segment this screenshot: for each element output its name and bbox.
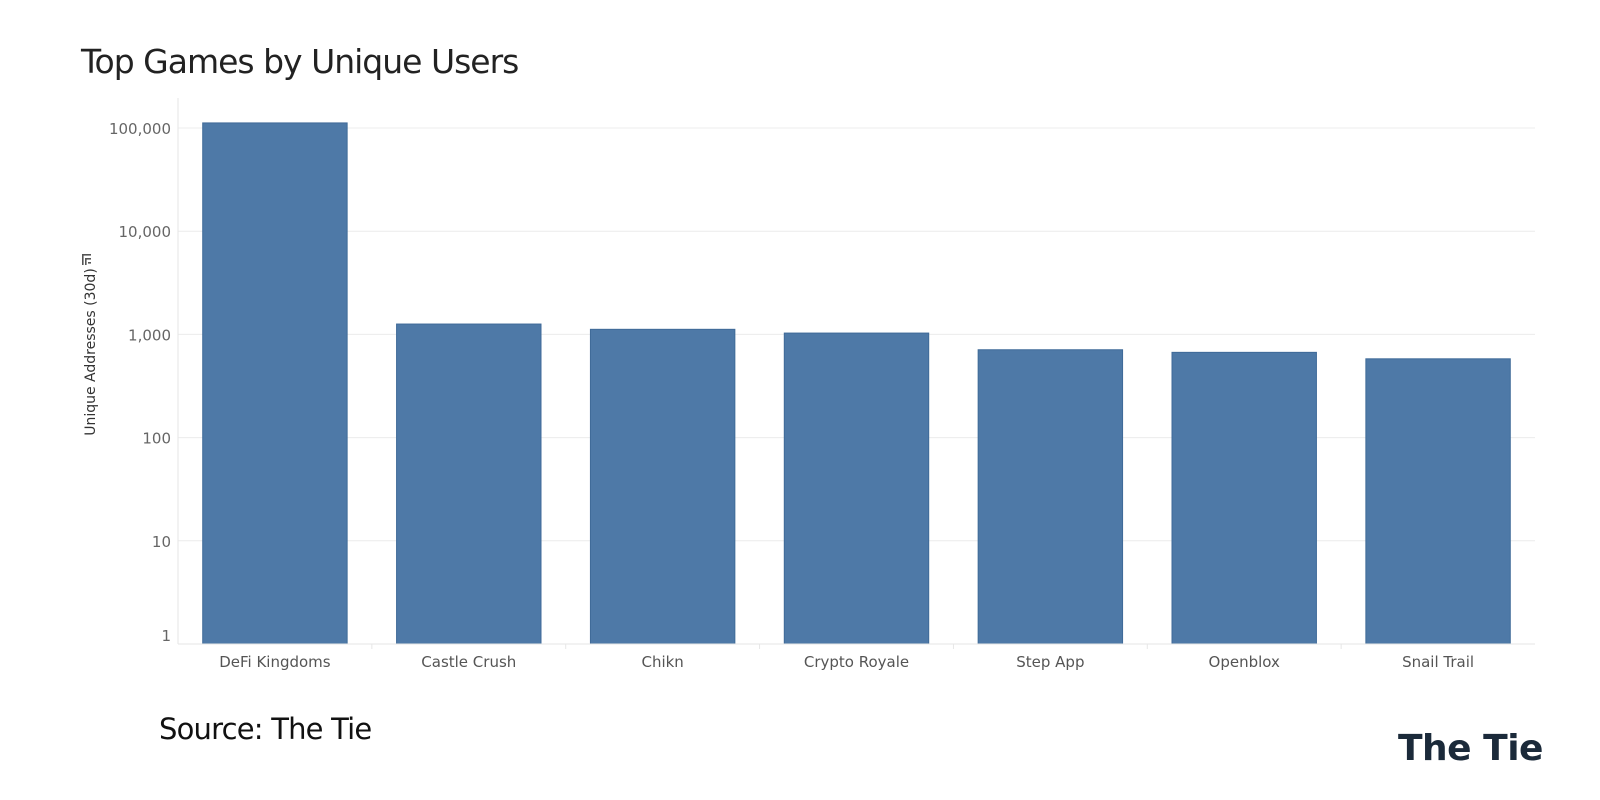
- bars: [202, 122, 1511, 645]
- sort-icon[interactable]: [82, 254, 91, 265]
- bar[interactable]: [783, 332, 930, 645]
- x-tick-label: Openblox: [1209, 653, 1280, 671]
- y-tick-label: 1: [161, 627, 171, 645]
- bar[interactable]: [1365, 358, 1511, 645]
- y-tick-label: 100,000: [109, 120, 171, 138]
- bar[interactable]: [977, 349, 1124, 645]
- y-tick-label: 10: [152, 533, 171, 551]
- y-tick-label: 1,000: [128, 326, 171, 344]
- x-tick-labels: DeFi Kingdoms Castle Crush Chikn Crypto Roy…: [219, 653, 1474, 671]
- x-tick-label: DeFi Kingdoms: [219, 653, 331, 671]
- bar[interactable]: [1171, 351, 1317, 645]
- bar[interactable]: [202, 122, 348, 645]
- axes: [177, 98, 1535, 649]
- y-axis-label: Unique Addresses (30d): [82, 268, 99, 436]
- bar[interactable]: [589, 328, 736, 645]
- x-tick-label: Crypto Royale: [804, 653, 909, 671]
- bar[interactable]: [396, 323, 542, 645]
- the-tie-logo: The Tie: [1398, 728, 1543, 769]
- x-tick-label: Chikn: [641, 653, 683, 671]
- x-tick-label: Castle Crush: [421, 653, 516, 671]
- y-tick-label: 10,000: [119, 223, 172, 241]
- y-tick-label: 100: [142, 430, 171, 448]
- source-note: Source: The Tie: [159, 712, 372, 746]
- y-tick-labels: 1 10 100 1,000 10,000 100,000: [109, 120, 171, 645]
- chart-title: Top Games by Unique Users: [81, 42, 519, 81]
- x-tick-label: Snail Trail: [1402, 653, 1474, 671]
- x-tick-label: Step App: [1016, 653, 1084, 671]
